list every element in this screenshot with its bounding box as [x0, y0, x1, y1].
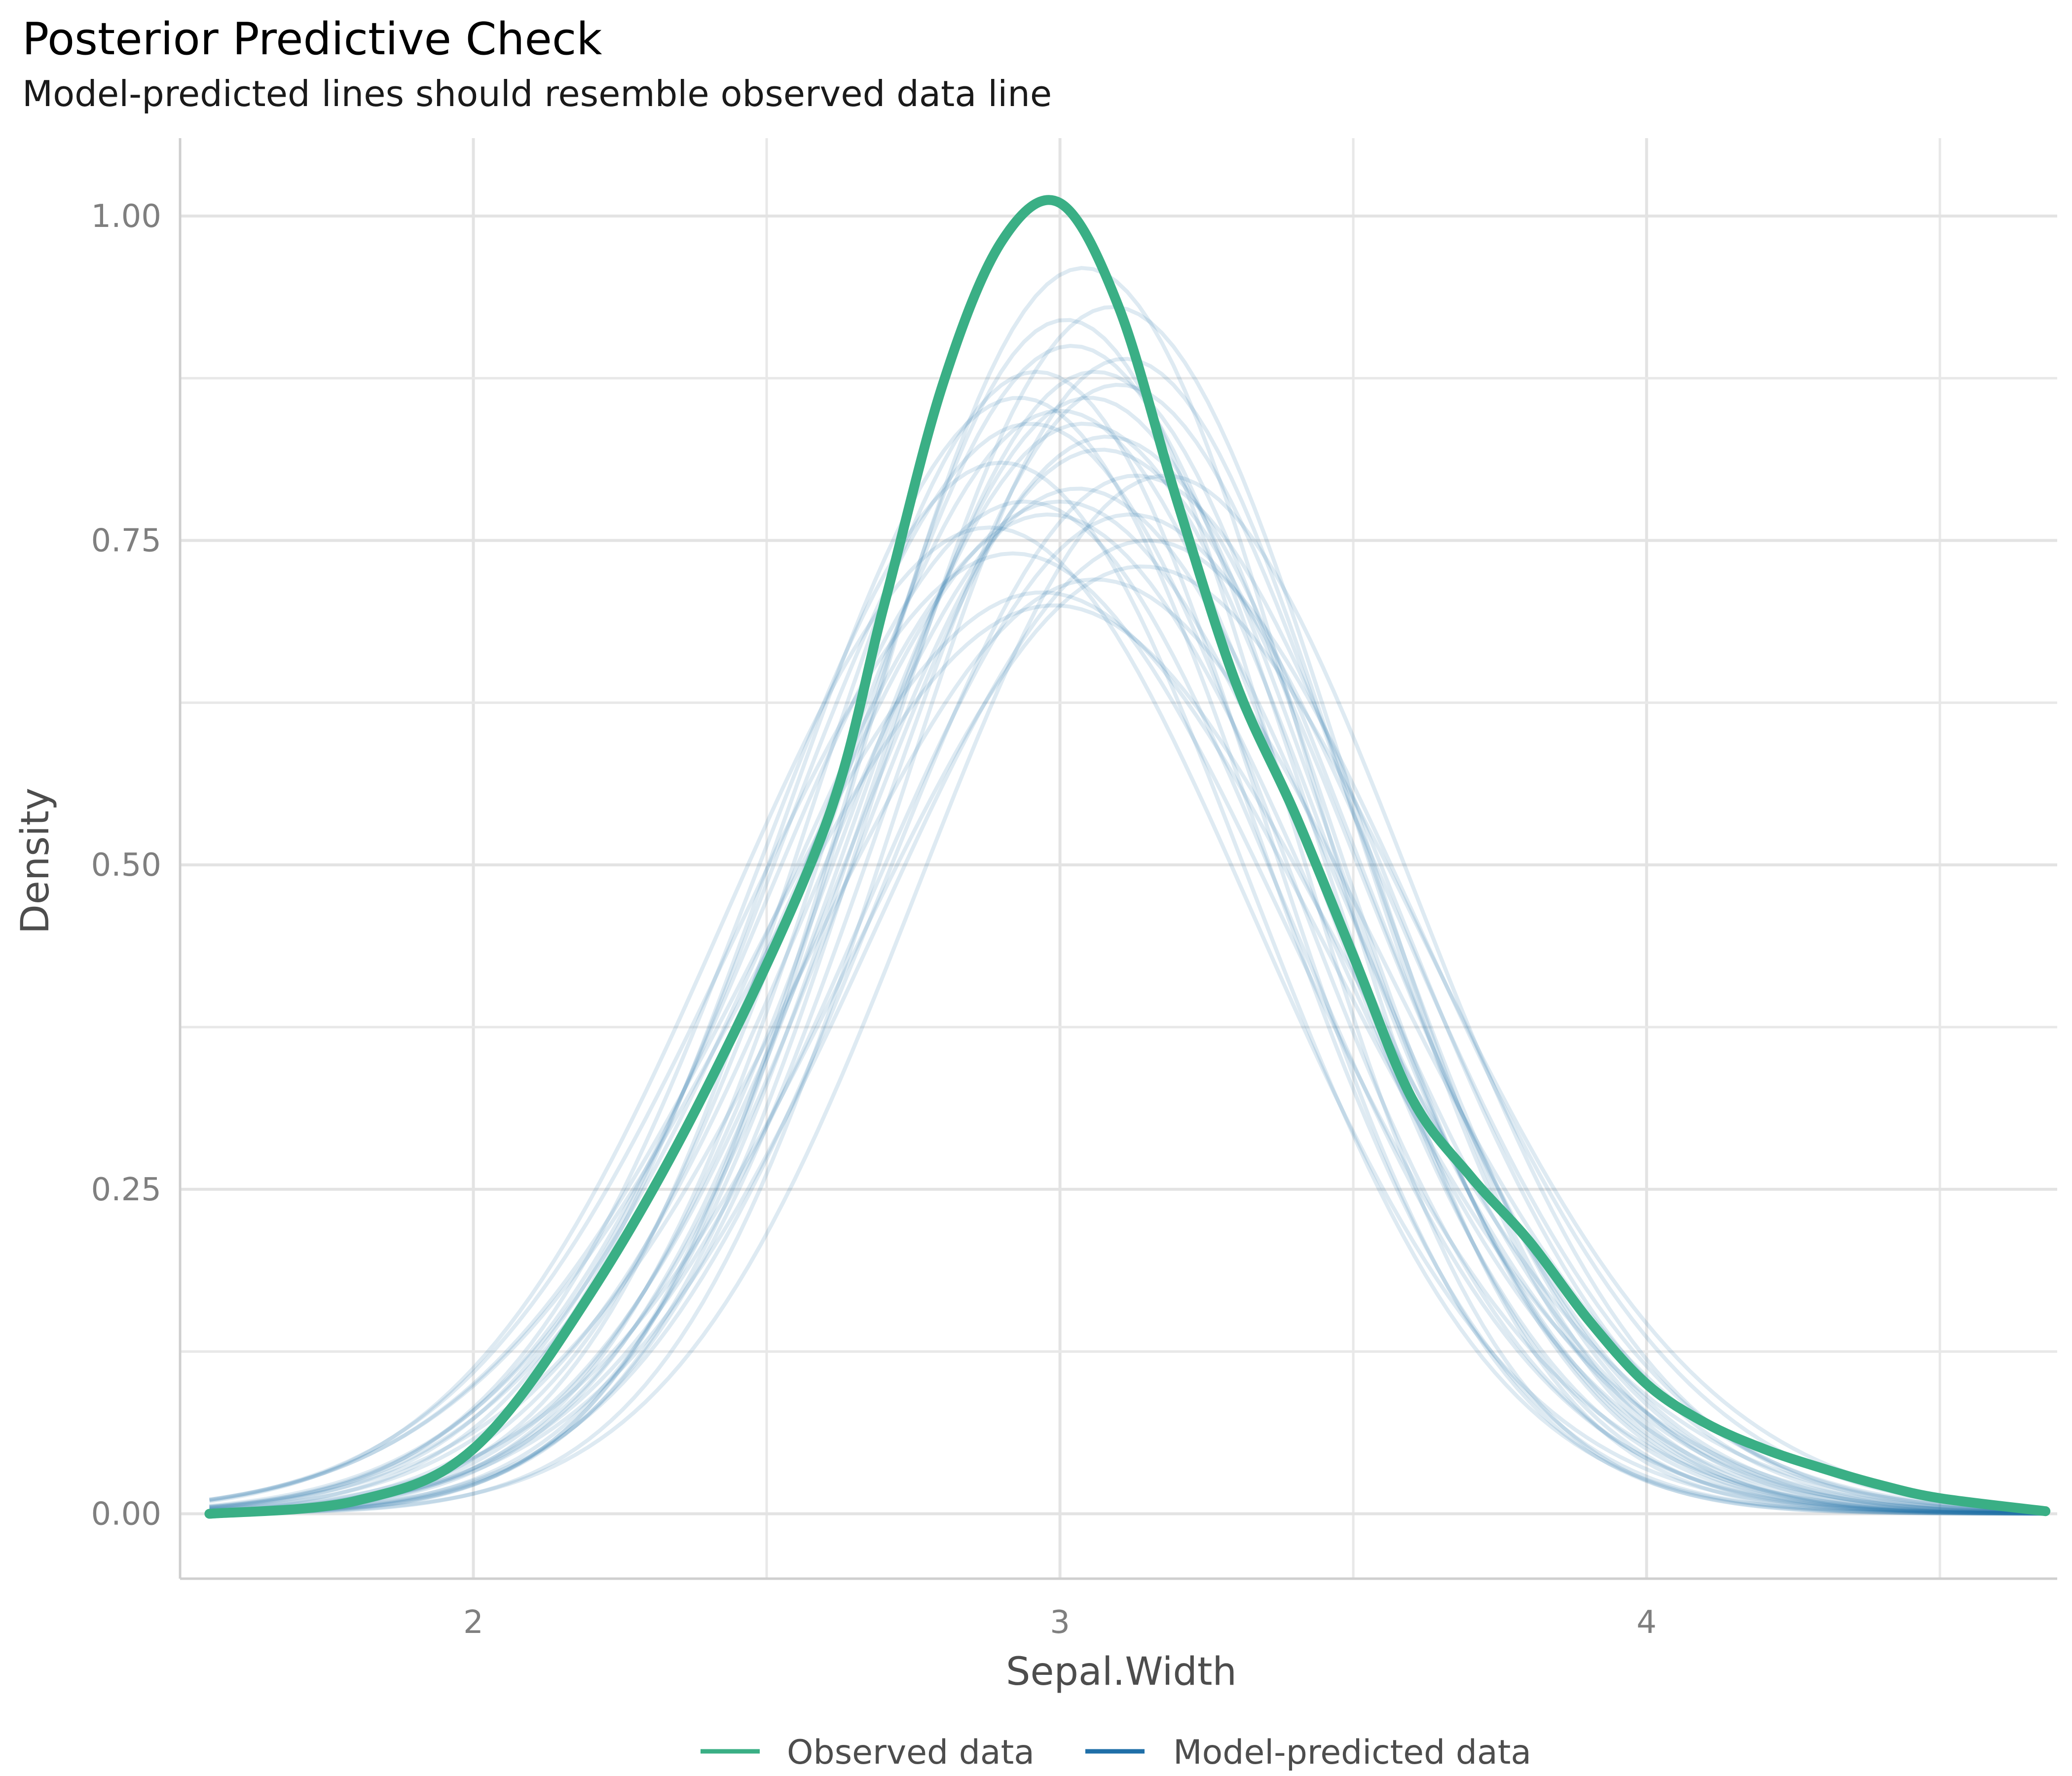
predicted-density-line — [209, 499, 2046, 1516]
predicted-density-line — [209, 396, 2046, 1516]
predicted-density-line — [209, 564, 2046, 1512]
predicted-density-line — [209, 305, 2046, 1516]
predicted-density-line — [209, 499, 2046, 1515]
predicted-density-line — [209, 525, 2046, 1516]
predicted-density-line — [209, 266, 2046, 1516]
predicted-density-line — [209, 474, 2046, 1516]
x-tick-label: 3 — [1050, 1604, 1070, 1641]
y-tick-label: 0.75 — [91, 522, 162, 559]
x-tick-label: 4 — [1636, 1604, 1657, 1641]
predicted-density-line — [209, 460, 2046, 1516]
chart-subtitle: Model-predicted lines should resemble ob… — [22, 73, 1052, 114]
x-tick-label: 2 — [463, 1604, 483, 1641]
predicted-density-line — [209, 551, 2046, 1515]
predicted-density-line — [209, 357, 2046, 1516]
predicted-density-line — [209, 370, 2046, 1516]
predicted-density-line — [209, 318, 2046, 1516]
y-axis-title: Density — [13, 788, 58, 934]
tick-labels: 2 3 4 0.00 0.25 0.50 0.75 1.00 — [91, 198, 1657, 1641]
y-tick-label: 1.00 — [91, 198, 162, 235]
predicted-density-line — [209, 370, 2046, 1516]
legend-label-predicted: Model-predicted data — [1173, 1733, 1531, 1772]
predicted-density-line — [209, 408, 2046, 1516]
x-axis-title: Sepal.Width — [1006, 1650, 1237, 1694]
predicted-density-line — [209, 474, 2046, 1515]
predicted-density-line — [209, 512, 2046, 1515]
axes — [179, 138, 2057, 1580]
predicted-density-line — [209, 435, 2046, 1515]
chart-title: Posterior Predictive Check — [22, 13, 602, 65]
predicted-density-line — [209, 603, 2046, 1513]
y-tick-label: 0.00 — [91, 1496, 162, 1532]
predicted-density-line — [209, 538, 2046, 1514]
gridlines — [179, 138, 2057, 1579]
observed-line-group — [204, 195, 2051, 1519]
legend: Observed data Model-predicted data — [701, 1733, 1531, 1772]
predicted-density-line — [209, 396, 2046, 1516]
predicted-density-line — [209, 447, 2046, 1515]
y-tick-label: 0.25 — [91, 1172, 162, 1208]
legend-label-observed: Observed data — [787, 1733, 1035, 1772]
predicted-density-line — [209, 590, 2046, 1514]
observed-density-line — [204, 195, 2051, 1519]
predicted-density-line — [209, 422, 2046, 1516]
predicted-lines — [209, 266, 2046, 1516]
predicted-density-line — [209, 343, 2046, 1516]
predicted-density-line — [209, 421, 2046, 1516]
y-tick-label: 0.50 — [91, 847, 162, 884]
predicted-density-line — [209, 382, 2046, 1516]
